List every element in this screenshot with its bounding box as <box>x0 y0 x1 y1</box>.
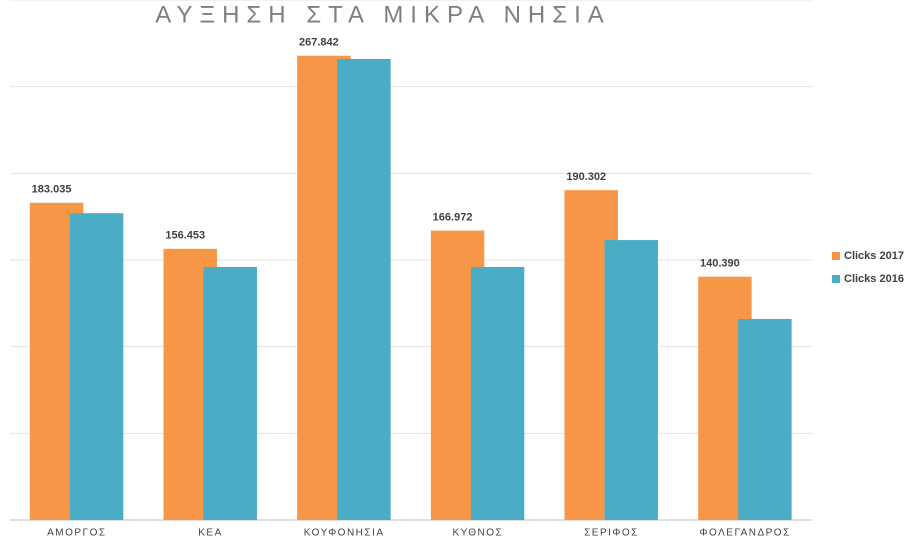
x-tick-label: ΚΟΥΦΟΝΗΣΙΑ <box>304 528 385 536</box>
value-label: 166.972 <box>433 211 473 223</box>
legend-label: Clicks 2017 <box>844 250 904 262</box>
value-label: 156.453 <box>165 230 205 242</box>
chart-title: ΑΥΞΗΣΗ ΣΤΑ ΜΙΚΡΑ ΝΗΣΙΑ <box>155 1 611 28</box>
bar <box>203 266 257 520</box>
bar <box>69 213 124 520</box>
value-label: 183.035 <box>32 184 72 196</box>
bar <box>337 58 391 520</box>
x-tick-label: ΣΕΡΙΦΟΣ <box>584 528 639 536</box>
bar <box>470 266 525 520</box>
legend-swatch <box>832 275 840 283</box>
value-label: 267.842 <box>299 37 339 49</box>
bar <box>604 240 658 521</box>
x-tick-label: ΚΕΑ <box>198 528 223 536</box>
value-label: 140.390 <box>700 258 740 270</box>
legend-label: Clicks 2016 <box>844 273 904 285</box>
bar <box>738 318 792 520</box>
value-label: 190.302 <box>566 171 606 183</box>
x-tick-label: ΚΥΘΝΟΣ <box>452 528 503 536</box>
x-tick-label: ΑΜΟΡΓΟΣ <box>47 528 106 536</box>
legend-swatch <box>832 252 840 260</box>
x-tick-label: ΦΟΛΕΓΑΝΔΡΟΣ <box>700 528 791 536</box>
